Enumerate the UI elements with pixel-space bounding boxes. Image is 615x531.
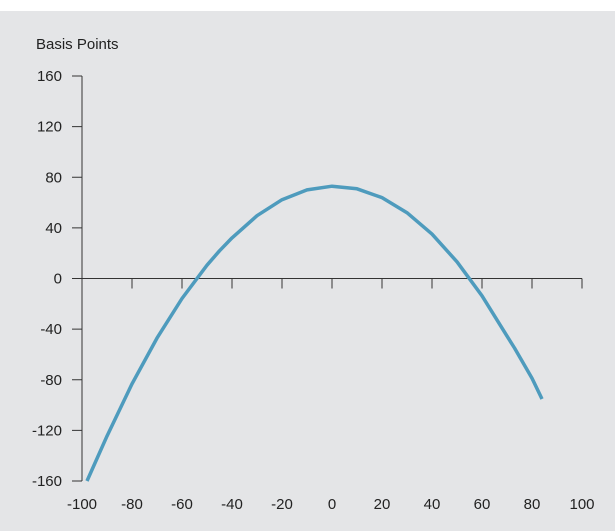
x-tick-label: -60: [171, 496, 193, 513]
x-tick-label: 100: [569, 496, 594, 513]
y-tick-label: -120: [32, 422, 62, 439]
y-tick-label: 0: [54, 271, 62, 288]
x-tick-label: -40: [221, 496, 243, 513]
x-tick-label: 0: [328, 496, 336, 513]
series-line: [85, 184, 544, 482]
x-tick-label: -20: [271, 496, 293, 513]
y-tick-label: -40: [40, 321, 62, 338]
y-axis-title: Basis Points: [36, 36, 119, 53]
x-tick-label: -80: [121, 496, 143, 513]
tick-labels: 160 120 80 40 0 -40 -80 -120 -160 -100 -80 -60 -40 -2…: [32, 68, 595, 513]
y-tick-label: 160: [37, 68, 62, 85]
y-tick-label: -160: [32, 473, 62, 490]
x-tick-label: 80: [524, 496, 541, 513]
x-tick-label: -100: [67, 496, 97, 513]
x-tick-label: 40: [424, 496, 441, 513]
x-tick-label: 20: [374, 496, 391, 513]
y-tick-label: 120: [37, 119, 62, 136]
ticks: [72, 75, 583, 482]
x-tick-label: 60: [474, 496, 491, 513]
y-tick-label: 80: [45, 169, 62, 186]
series-layer: [85, 184, 544, 482]
y-tick-label: -80: [40, 372, 62, 389]
y-tick-label: 40: [45, 220, 62, 237]
